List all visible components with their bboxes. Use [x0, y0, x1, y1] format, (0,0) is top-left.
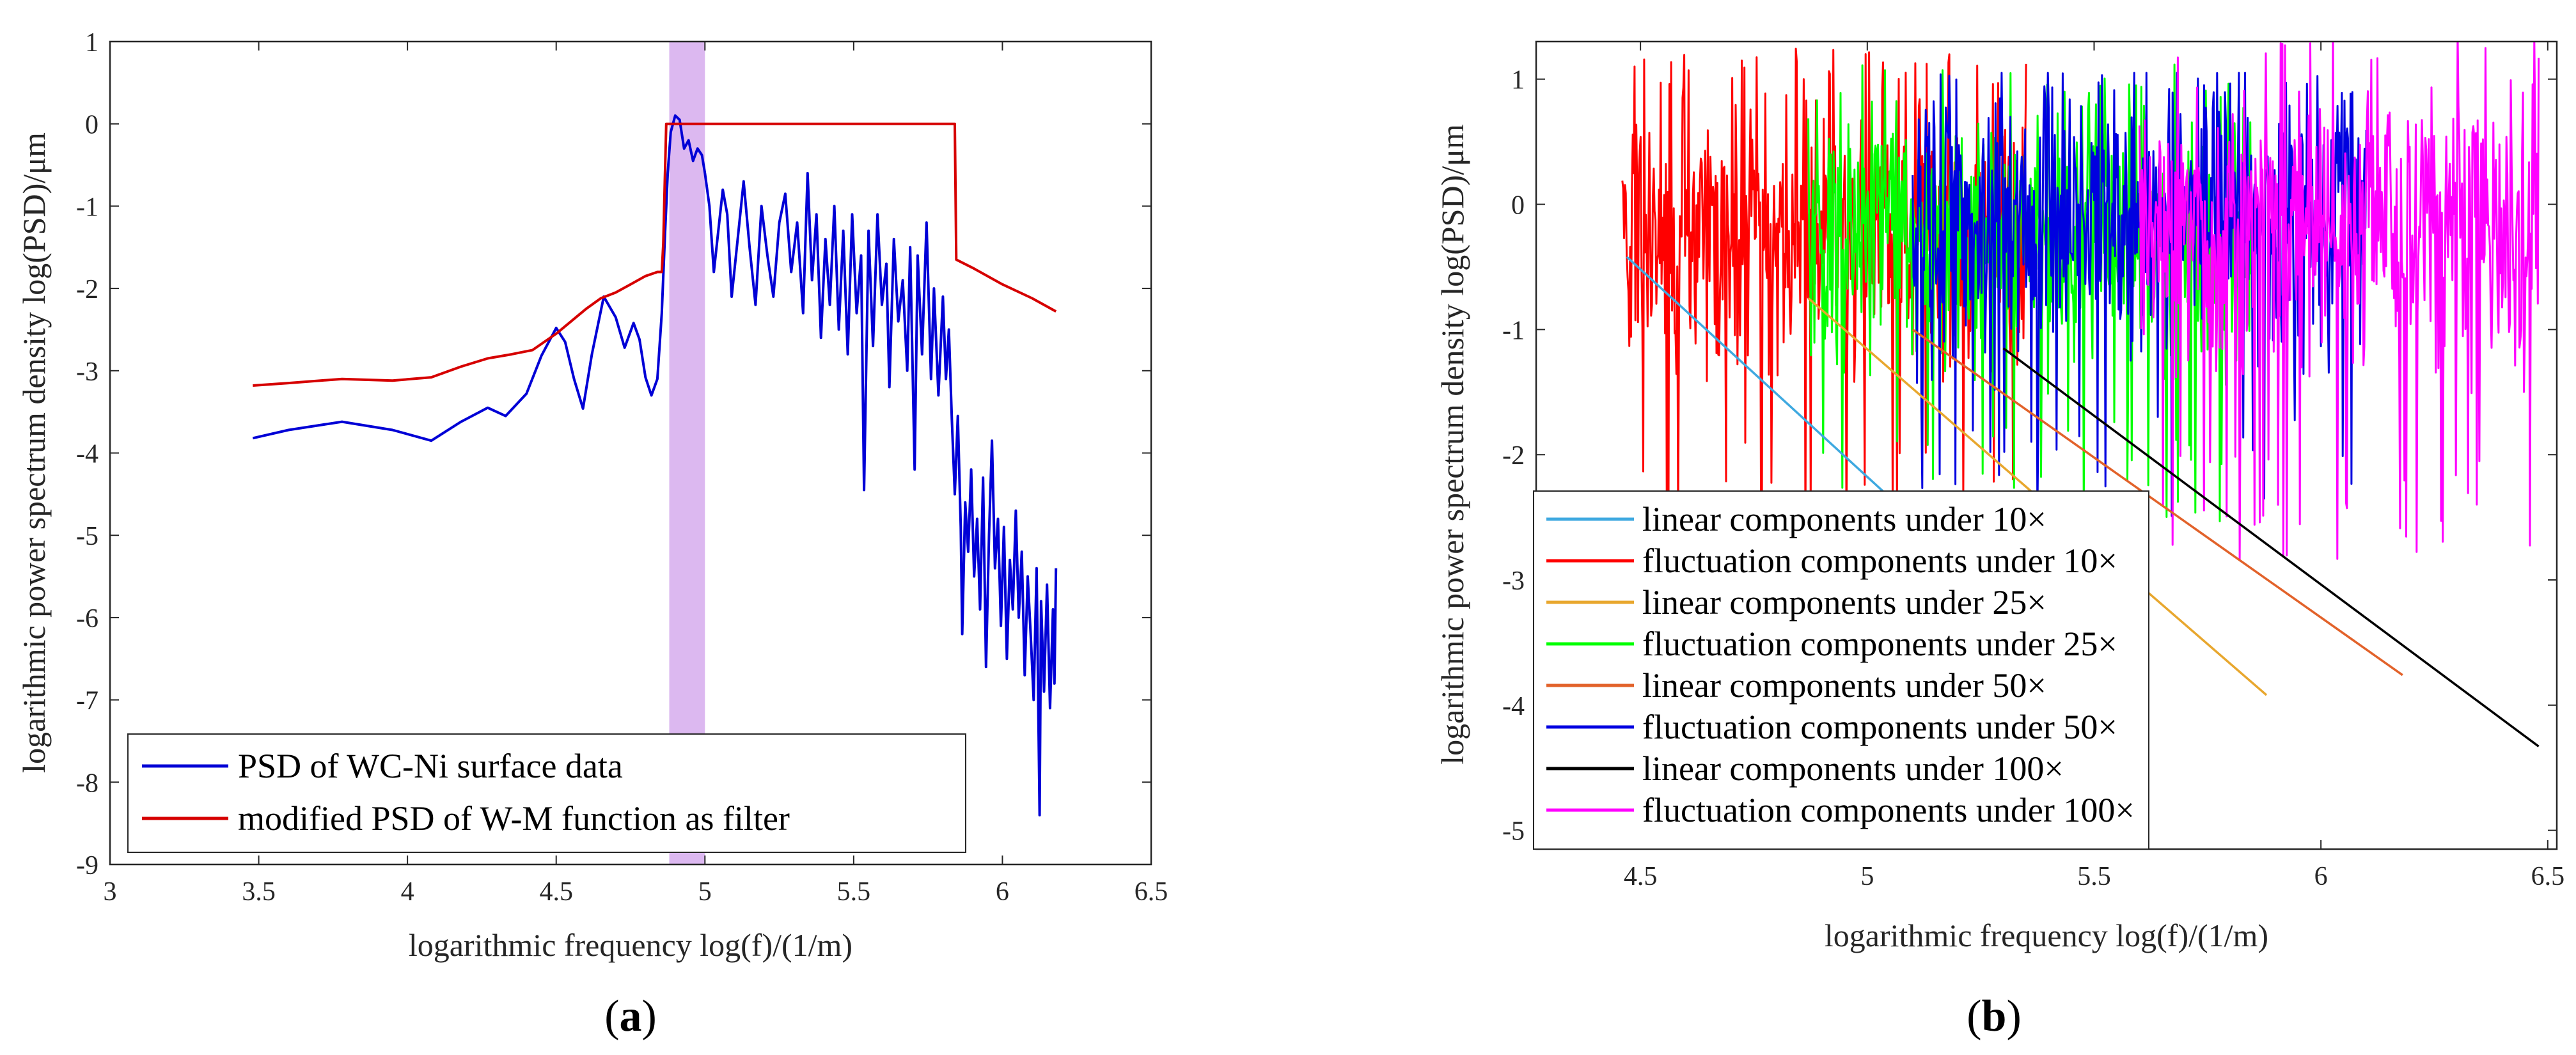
x-ticks-a: 3 3.5 4 4.5 5 5.5 6 6.5 — [104, 42, 1168, 907]
x-tick-label: 3.5 — [242, 877, 276, 907]
chart-panel-a: 3 3.5 4 4.5 5 5.5 6 6.5 -9 -8 -7 -6 -5 -4 -3 -2 -1 0 1 lo… — [16, 28, 1168, 1041]
legend-box-a — [127, 733, 966, 853]
legend-box-b — [1533, 490, 2149, 850]
series-line-fluctuation-7 — [2138, 42, 2540, 560]
legend-label-b-6: linear components under 100× — [1642, 749, 2064, 788]
x-tick-label: 6.5 — [1135, 877, 1168, 907]
y-tick-label: -2 — [76, 275, 98, 304]
x-axis-label-b: logarithmic frequency log(f)/(1/m) — [1825, 918, 2268, 953]
panel-label-b: (b) — [1967, 992, 2022, 1041]
series-line-linear-4 — [1912, 328, 2403, 676]
x-tick-label: 4.5 — [539, 877, 573, 907]
legend-label-b-5: fluctuation components under 50× — [1642, 708, 2117, 746]
y-axis-label-a: logarithmic power spectrum density log(P… — [16, 132, 52, 773]
x-ticks-b: 4.5 5 5.5 6 6.5 — [1624, 42, 2564, 891]
y-tick-label: -5 — [1502, 817, 1525, 847]
x-tick-label: 6.5 — [2531, 862, 2565, 891]
y-tick-label: -4 — [1502, 692, 1525, 721]
y-tick-label: -5 — [76, 522, 98, 551]
legend-label-wc-ni-psd: PSD of WC-Ni surface data — [238, 747, 623, 785]
y-tick-label: -7 — [76, 687, 98, 716]
panel-label-a: (a) — [604, 992, 657, 1041]
x-tick-label: 4 — [401, 877, 414, 907]
legend-label-b-4: linear components under 50× — [1642, 666, 2046, 705]
y-ticks-b: -5 -4 -3 -2 -1 0 1 — [1502, 66, 2557, 847]
legend-label-b-7: fluctuation components under 100× — [1642, 791, 2135, 829]
legend-b: linear components under 10× fluctuation c… — [1533, 490, 2149, 850]
y-ticks-a: -9 -8 -7 -6 -5 -4 -3 -2 -1 0 1 — [76, 28, 1151, 880]
series-line-linear-6 — [2002, 347, 2540, 747]
legend-label-b-0: linear components under 10× — [1642, 500, 2046, 538]
x-tick-label: 6 — [996, 877, 1009, 907]
legend-a: PSD of WC-Ni surface data modified PSD o… — [127, 733, 966, 853]
y-tick-label: -6 — [76, 604, 98, 634]
panel-letter-b: b — [1982, 992, 2007, 1041]
y-tick-label: 1 — [1511, 66, 1525, 95]
chart-panel-b: 4.5 5 5.5 6 6.5 -5 -4 -3 -2 -1 0 1 logarithmic fre… — [1434, 40, 2564, 1041]
y-tick-label: 0 — [85, 111, 98, 140]
y-tick-label: -3 — [76, 357, 98, 387]
highlight-band — [669, 42, 705, 864]
legend-label-wm-filter: modified PSD of W-M function as filter — [238, 799, 790, 838]
y-tick-label: -1 — [76, 192, 98, 222]
x-axis-label-a: logarithmic frequency log(f)/(1/m) — [409, 927, 852, 963]
series-line-wc-ni-psd — [252, 114, 1058, 817]
y-tick-label: -9 — [76, 851, 98, 880]
x-tick-label: 5 — [1860, 862, 1874, 891]
legend-label-b-1: fluctuation components under 10× — [1642, 542, 2117, 580]
panel-letter-a: a — [620, 992, 642, 1041]
x-tick-label: 5.5 — [2077, 862, 2111, 891]
y-tick-label: 0 — [1511, 191, 1525, 221]
x-tick-label: 6 — [2314, 862, 2328, 891]
x-tick-label: 5.5 — [837, 877, 871, 907]
series-line-wm-filter — [253, 122, 1057, 387]
highlight-band-rect — [669, 42, 705, 864]
y-tick-label: -4 — [76, 440, 98, 469]
series-group-a — [252, 114, 1058, 817]
y-tick-label: 1 — [85, 28, 98, 58]
legend-label-b-2: linear components under 25× — [1642, 583, 2046, 621]
y-axis-label-b: logarithmic power spectrum density log(P… — [1434, 124, 1470, 765]
x-tick-label: 3 — [104, 877, 117, 907]
y-tick-label: -2 — [1502, 441, 1525, 471]
y-tick-label: -3 — [1502, 567, 1525, 596]
x-tick-label: 5 — [698, 877, 712, 907]
x-tick-label: 4.5 — [1624, 862, 1658, 891]
legend-label-b-3: fluctuation components under 25× — [1642, 625, 2117, 663]
y-tick-label: -1 — [1502, 316, 1525, 345]
y-tick-label: -8 — [76, 769, 98, 798]
